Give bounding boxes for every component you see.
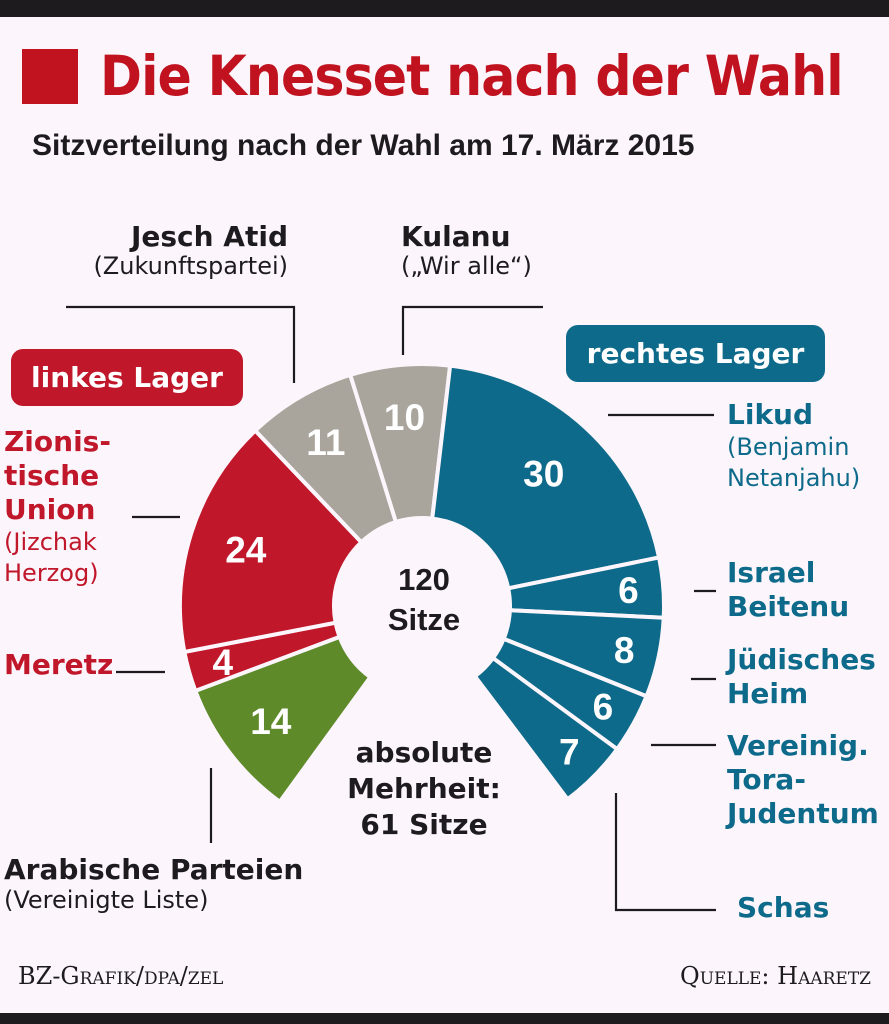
left-camp-label: linkes Lager [31, 361, 223, 394]
party-name-2: Tora- [727, 763, 806, 796]
segment-likud [430, 363, 662, 591]
leader-schas [614, 793, 716, 912]
party-name-1: Jüdisches [727, 643, 876, 676]
subtitle: Sitzverteilung nach der Wahl am 17. März… [32, 129, 695, 162]
party-name: Kulanu [401, 220, 511, 253]
segment-zionistische-union [178, 427, 365, 655]
label-likud: Likud (Benjamin Netanjahu) [727, 398, 860, 494]
segment-value-label: 10 [384, 397, 425, 438]
label-tora-judentum: Vereinig. Tora- Judentum [727, 729, 879, 831]
label-israel-beitenu: Israel Beitenu [727, 556, 849, 624]
label-jesch-atid: Jesch Atid (Zukunftspartei) [0, 222, 288, 280]
segment-value-label: 7 [559, 731, 580, 772]
segment-value-label: 11 [306, 422, 345, 463]
center-total: 120 [398, 562, 450, 597]
party-sub-1: (Benjamin [727, 433, 850, 461]
party-name-2: Beitenu [727, 590, 850, 623]
label-schas: Schas [737, 891, 830, 924]
majority-note: absolute Mehrheit: 61 Sitze [330, 735, 518, 843]
title-square-icon [22, 49, 78, 104]
party-sub-2: Herzog) [4, 559, 99, 587]
party-sub: („Wir alle“) [401, 252, 532, 281]
party-name-3: Union [4, 493, 96, 526]
source: Quelle: Haaretz [680, 962, 871, 990]
party-name-2: Heim [727, 677, 809, 710]
segment-value-label: 8 [614, 630, 635, 671]
party-name-1: Vereinig. [727, 729, 869, 762]
page-title: Die Knesset nach der Wahl [100, 44, 844, 108]
segment-value-label: 24 [225, 530, 267, 571]
center-unit: Sitze [388, 602, 460, 637]
segment-value-label: 14 [250, 701, 292, 742]
label-kulanu: Kulanu („Wir alle“) [401, 222, 532, 280]
label-juedisches-heim: Jüdisches Heim [727, 643, 876, 711]
credit: BZ-Grafik/dpa/zel [18, 962, 224, 990]
segment-schas [472, 655, 620, 803]
label-arabische-parteien: Arabische Parteien (Vereinigte Liste) [4, 855, 303, 914]
party-name-1: Zionis- [4, 425, 111, 458]
party-sub-2: Netanjahu) [727, 464, 861, 492]
label-meretz: Meretz [4, 648, 114, 681]
party-name: Jesch Atid [130, 220, 288, 253]
bottom-border [0, 1013, 889, 1024]
party-sub: (Vereinigte Liste) [4, 886, 209, 915]
segment-value-label: 30 [523, 453, 564, 494]
party-name: Likud [727, 398, 814, 431]
party-name: Arabische Parteien [4, 853, 304, 886]
right-camp-badge: rechtes Lager [566, 325, 825, 382]
segment-value-label: 6 [593, 687, 614, 728]
majority-line-1: absolute [355, 736, 493, 769]
party-name-2: tische [4, 459, 100, 492]
party-sub: (Zukunftspartei) [93, 252, 288, 281]
majority-line-3: 61 Sitze [360, 808, 488, 841]
party-name-3: Judentum [727, 797, 879, 830]
leader-jesch-atid [66, 305, 296, 383]
leader-kulanu [401, 305, 543, 355]
party-sub-1: (Jizchak [4, 528, 97, 556]
top-border [0, 0, 889, 17]
segments-group [178, 362, 666, 805]
right-camp-label: rechtes Lager [586, 337, 805, 370]
leader-lines [66, 305, 716, 912]
left-camp-badge: linkes Lager [11, 349, 243, 406]
majority-line-2: Mehrheit: [347, 772, 501, 805]
party-name-1: Israel [727, 556, 816, 589]
segment-value-label: 6 [618, 570, 639, 611]
segment-value-label: 4 [212, 642, 233, 683]
label-zionistische-union: Zionis- tische Union (Jizchak Herzog) [4, 425, 111, 589]
